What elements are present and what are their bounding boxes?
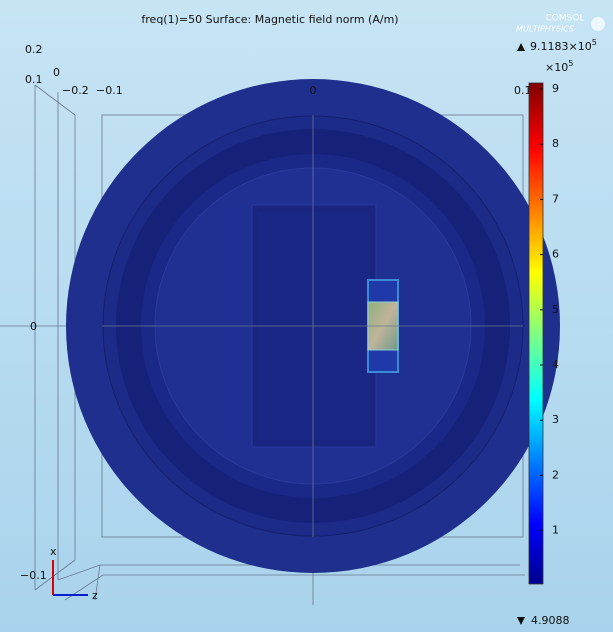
colorbar-tick-label: 7 [552, 192, 559, 205]
axis-label: 0 [310, 84, 317, 97]
triad-label: x [50, 545, 57, 558]
axis-label: 0 [30, 320, 37, 333]
axis-label: 0 [53, 66, 60, 79]
colorbar-tick-label: 9 [552, 82, 559, 95]
logo-text: COMSOL [546, 14, 585, 24]
axis-label: −0.1 [20, 569, 47, 582]
triad-label: z [92, 589, 98, 602]
colorbar-tick-label: 2 [552, 468, 559, 481]
colorbar-tick-label: 6 [552, 248, 559, 261]
colorbar-tick-label: 1 [552, 524, 559, 537]
logo-text: MULTIPHYSICS [516, 25, 574, 34]
colorbar-tick-label: 4 [552, 358, 559, 371]
axis-label: −0.2 [62, 84, 89, 97]
colorbar-tick-label: 3 [552, 413, 559, 426]
colorbar-tick-label: 8 [552, 137, 559, 150]
colorbar-tick-label: 5 [552, 303, 559, 316]
axis-label: −0.1 [96, 84, 123, 97]
plot-title: freq(1)=50 Surface: Magnetic field norm … [141, 13, 398, 26]
viewport: freq(1)=50 Surface: Magnetic field norm … [0, 0, 613, 632]
model [66, 79, 560, 573]
colorbar-max: 9.1183×105 [530, 38, 597, 54]
axis-label: 0.2 [25, 43, 43, 56]
colorbar-min: 4.9088 [531, 614, 570, 627]
axis-label: 0.1 [25, 73, 43, 86]
